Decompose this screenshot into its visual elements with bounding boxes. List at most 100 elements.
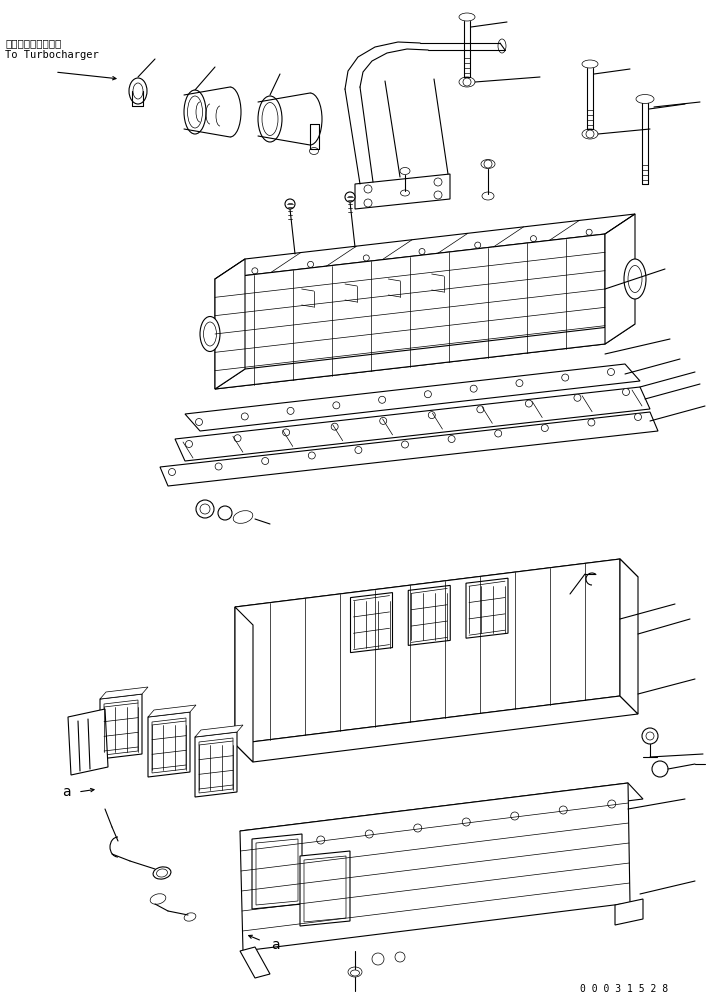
Circle shape (186, 441, 192, 448)
Text: To Turbocharger: To Turbocharger (5, 50, 99, 60)
Circle shape (463, 79, 471, 87)
Ellipse shape (481, 160, 495, 169)
Circle shape (462, 819, 470, 827)
Circle shape (372, 953, 384, 965)
Circle shape (333, 403, 340, 410)
Polygon shape (235, 607, 253, 763)
Polygon shape (240, 947, 270, 978)
Circle shape (562, 375, 569, 382)
Polygon shape (215, 260, 245, 390)
Polygon shape (215, 234, 605, 390)
Polygon shape (148, 705, 196, 717)
Ellipse shape (624, 260, 646, 300)
Circle shape (215, 464, 222, 471)
Circle shape (317, 836, 325, 844)
Circle shape (364, 256, 369, 262)
Polygon shape (304, 856, 346, 922)
Circle shape (196, 501, 214, 518)
Text: ターボチャージャへ: ターボチャージャへ (5, 38, 61, 48)
Circle shape (241, 414, 248, 421)
Polygon shape (100, 694, 142, 760)
Ellipse shape (150, 894, 166, 905)
Polygon shape (148, 712, 190, 778)
Polygon shape (256, 839, 298, 905)
Text: a: a (62, 785, 71, 799)
Polygon shape (199, 738, 233, 794)
Polygon shape (235, 559, 620, 744)
Circle shape (200, 504, 210, 514)
Polygon shape (185, 365, 640, 432)
Ellipse shape (153, 867, 171, 879)
Circle shape (531, 236, 536, 242)
Ellipse shape (498, 40, 506, 54)
Circle shape (379, 418, 387, 425)
Circle shape (269, 842, 276, 850)
Circle shape (424, 392, 431, 399)
Polygon shape (68, 709, 108, 776)
Circle shape (434, 178, 442, 186)
Circle shape (434, 191, 442, 199)
Circle shape (261, 458, 269, 465)
Ellipse shape (184, 91, 206, 135)
Circle shape (448, 436, 455, 443)
Circle shape (283, 430, 289, 437)
Circle shape (574, 395, 581, 402)
Ellipse shape (582, 130, 598, 140)
Polygon shape (235, 559, 638, 625)
Circle shape (331, 424, 338, 431)
Circle shape (541, 425, 549, 432)
Ellipse shape (482, 192, 494, 200)
Circle shape (477, 407, 484, 414)
Circle shape (307, 263, 314, 269)
Ellipse shape (204, 323, 217, 347)
Circle shape (474, 242, 481, 248)
Polygon shape (104, 700, 138, 756)
Polygon shape (605, 214, 635, 345)
Ellipse shape (233, 511, 253, 524)
Polygon shape (240, 784, 643, 847)
Circle shape (285, 199, 295, 209)
Polygon shape (620, 559, 638, 714)
Circle shape (168, 469, 176, 476)
Circle shape (510, 813, 518, 821)
Ellipse shape (200, 318, 220, 352)
Circle shape (588, 420, 595, 427)
Circle shape (634, 414, 642, 421)
Circle shape (428, 412, 436, 419)
Ellipse shape (459, 78, 475, 88)
Ellipse shape (262, 103, 278, 136)
Circle shape (484, 161, 492, 168)
Polygon shape (235, 696, 638, 763)
Ellipse shape (400, 168, 410, 175)
Ellipse shape (351, 970, 359, 976)
Circle shape (218, 506, 232, 520)
Polygon shape (615, 899, 643, 925)
Polygon shape (355, 174, 450, 209)
Polygon shape (195, 732, 237, 798)
Circle shape (379, 397, 386, 404)
Circle shape (196, 419, 202, 426)
Circle shape (287, 408, 294, 415)
Circle shape (526, 401, 532, 408)
Polygon shape (240, 784, 630, 951)
Text: a: a (271, 937, 279, 951)
Ellipse shape (582, 61, 598, 69)
Circle shape (355, 447, 362, 454)
Polygon shape (252, 835, 302, 909)
Ellipse shape (348, 967, 362, 977)
Ellipse shape (187, 97, 202, 129)
Circle shape (470, 386, 477, 393)
Polygon shape (466, 578, 508, 638)
Circle shape (495, 431, 502, 438)
Circle shape (395, 952, 405, 962)
Circle shape (642, 728, 658, 744)
Ellipse shape (129, 79, 147, 105)
Ellipse shape (628, 267, 642, 294)
Ellipse shape (133, 84, 143, 100)
Ellipse shape (156, 869, 168, 877)
Polygon shape (175, 388, 650, 462)
Ellipse shape (310, 148, 318, 155)
Ellipse shape (184, 913, 196, 921)
Circle shape (345, 192, 355, 202)
Circle shape (365, 831, 373, 838)
